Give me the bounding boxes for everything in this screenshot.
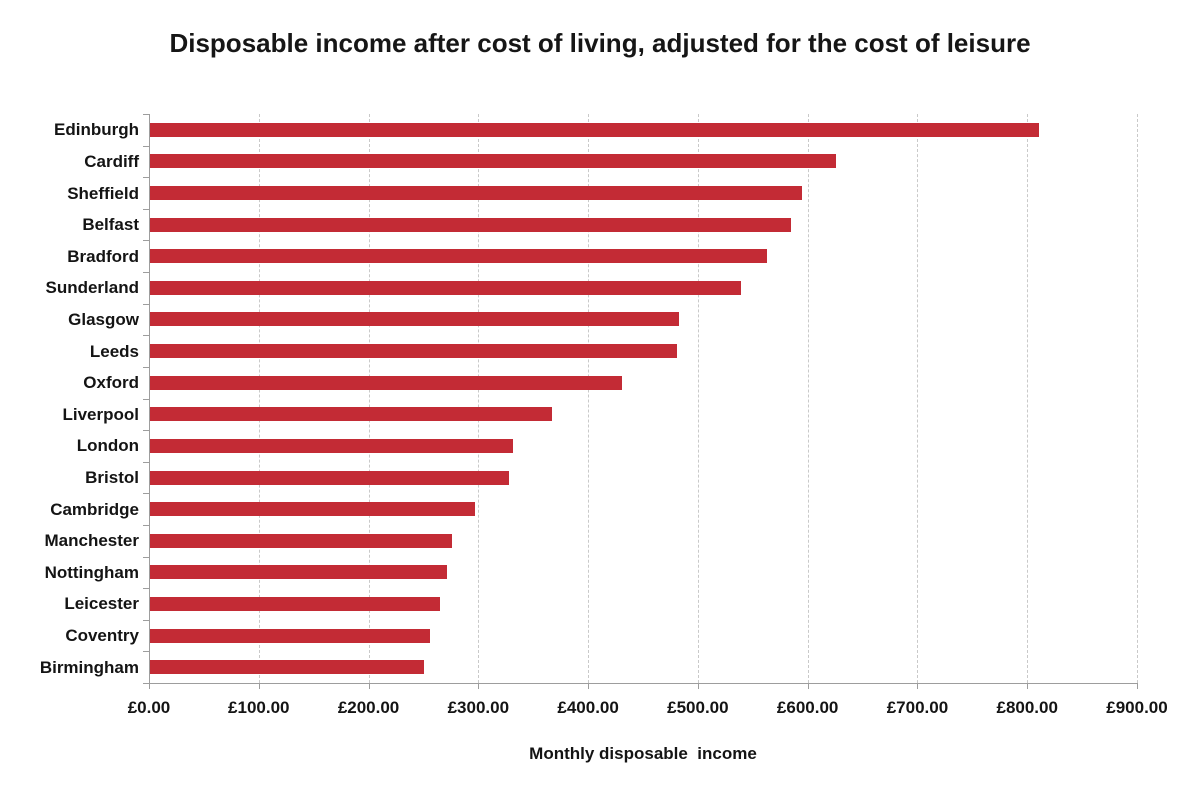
x-axis-tick-100 — [258, 683, 260, 689]
category-label-coventry: Coventry — [65, 626, 139, 646]
category-label-cambridge: Cambridge — [50, 499, 139, 519]
x-tick-label-800: £800.00 — [996, 698, 1058, 717]
category-label-belfast: Belfast — [82, 215, 139, 235]
gridline-800 — [1027, 114, 1029, 683]
y-axis-tick-7 — [143, 335, 149, 337]
x-axis-tick-300 — [478, 683, 480, 689]
category-label-glasgow: Glasgow — [68, 309, 139, 329]
category-label-cardiff: Cardiff — [84, 151, 139, 171]
x-axis-tick-0 — [149, 683, 150, 689]
y-axis-tick-16 — [143, 619, 149, 621]
bar-bristol — [150, 470, 509, 485]
category-label-nottingham: Nottingham — [44, 562, 139, 582]
x-axis-line — [149, 683, 1138, 684]
category-label-leicester: Leicester — [64, 594, 139, 614]
category-label-sunderland: Sunderland — [45, 278, 139, 298]
x-tick-label-900: £900.00 — [1106, 698, 1168, 717]
bar-belfast — [150, 217, 792, 232]
y-axis-tick-18 — [143, 683, 149, 684]
category-label-london: London — [76, 436, 139, 456]
x-axis-title: Monthly disposable income — [529, 744, 757, 763]
category-label-leeds: Leeds — [89, 341, 139, 361]
y-axis-tick-11 — [143, 461, 149, 463]
x-axis-tick-700 — [917, 683, 919, 689]
x-tick-label-500: £500.00 — [667, 698, 729, 717]
y-axis-tick-8 — [143, 366, 149, 368]
bar-london — [150, 438, 514, 453]
x-axis-tick-400 — [588, 683, 590, 689]
x-tick-label-400: £400.00 — [557, 698, 619, 717]
bar-manchester — [150, 533, 452, 548]
gridline-700 — [917, 114, 919, 683]
bar-oxford — [150, 375, 623, 390]
plot-area: £0.00 £100.00 £200.00 £300.00 £400.00 £500.00… — [40, 114, 1168, 717]
bar-leicester — [150, 596, 440, 611]
x-axis-tick-800 — [1027, 683, 1029, 689]
x-axis-tick-200 — [368, 683, 370, 689]
x-tick-label-0: £0.00 — [127, 698, 171, 717]
category-label-manchester: Manchester — [44, 531, 139, 551]
y-axis-tick-0 — [143, 114, 149, 115]
bar-cambridge — [150, 502, 475, 517]
y-axis-tick-9 — [143, 398, 149, 400]
gridline-600 — [807, 114, 809, 683]
y-axis-tick-10 — [143, 430, 149, 432]
bar-edinburgh — [150, 122, 1040, 137]
bar-birmingham — [150, 660, 425, 675]
gridline-100 — [258, 114, 260, 683]
y-axis-tick-12 — [143, 493, 149, 495]
gridline-200 — [368, 114, 370, 683]
y-axis-tick-2 — [143, 177, 149, 179]
y-axis-tick-15 — [143, 588, 149, 590]
bar-nottingham — [150, 565, 448, 580]
bar-sunderland — [150, 280, 741, 295]
x-tick-label-100: £100.00 — [228, 698, 290, 717]
category-label-oxford: Oxford — [83, 373, 139, 393]
category-label-liverpool: Liverpool — [62, 404, 139, 424]
y-axis-tick-13 — [143, 524, 149, 526]
x-tick-label-300: £300.00 — [447, 698, 510, 717]
bar-leeds — [150, 344, 677, 359]
y-axis-tick-17 — [143, 651, 149, 653]
y-axis-tick-6 — [143, 303, 149, 305]
category-label-edinburgh: Edinburgh — [54, 120, 139, 140]
x-tick-label-600: £600.00 — [776, 698, 839, 717]
category-label-bristol: Bristol — [85, 468, 139, 488]
bar-liverpool — [150, 407, 552, 422]
category-label-birmingham: Birmingham — [39, 657, 139, 677]
gridline-500 — [697, 114, 699, 683]
x-tick-label-200: £200.00 — [337, 698, 400, 717]
category-label-sheffield: Sheffield — [67, 183, 139, 203]
y-axis-tick-14 — [143, 556, 149, 558]
category-label-bradford: Bradford — [67, 246, 139, 266]
y-axis-tick-4 — [143, 240, 149, 242]
gridline-900 — [1137, 114, 1138, 683]
bar-sheffield — [150, 186, 803, 201]
bar-bradford — [150, 249, 767, 264]
bar-coventry — [150, 628, 430, 643]
y-axis-tick-5 — [143, 272, 149, 274]
gridline-300 — [478, 114, 480, 683]
y-axis-tick-3 — [143, 208, 149, 210]
x-tick-label-700: £700.00 — [886, 698, 949, 717]
bar-cardiff — [150, 154, 837, 169]
bar-glasgow — [150, 312, 680, 327]
x-axis-tick-900 — [1137, 683, 1138, 689]
x-axis-tick-500 — [697, 683, 699, 689]
chart-title: Disposable income after cost of living, … — [169, 28, 1031, 58]
gridline-400 — [588, 114, 590, 683]
y-axis-tick-1 — [143, 145, 149, 147]
y-axis-line — [149, 114, 150, 684]
x-axis-tick-600 — [807, 683, 809, 689]
